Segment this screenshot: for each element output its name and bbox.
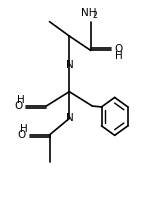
Text: H: H [115,51,122,61]
Text: NH: NH [81,8,97,18]
Text: 2: 2 [92,11,97,20]
Text: O: O [14,101,22,111]
Text: N: N [66,60,74,70]
Text: H: H [17,95,25,105]
Text: O: O [115,44,123,54]
Text: O: O [17,130,26,140]
Text: H: H [20,124,28,134]
Text: N: N [66,114,74,123]
